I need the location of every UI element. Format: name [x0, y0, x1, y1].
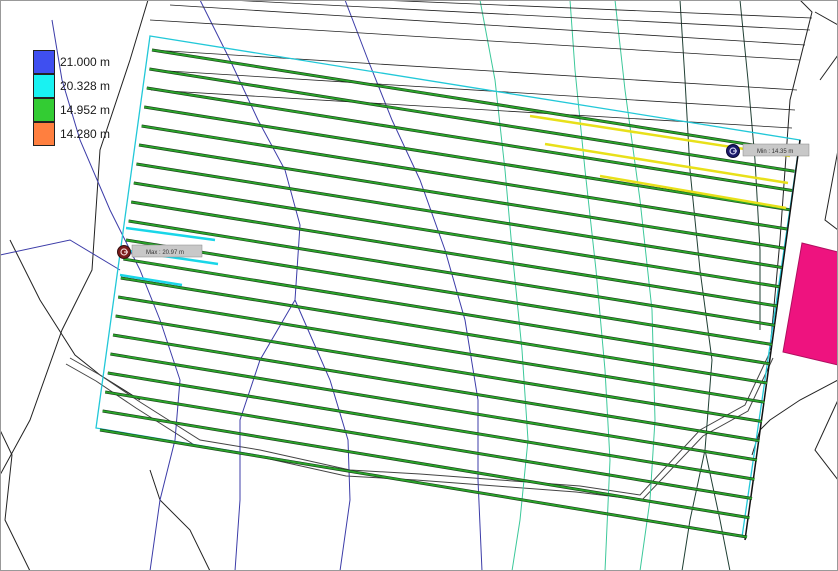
panel-row[interactable]	[120, 277, 768, 384]
parcel-line	[9, 239, 141, 401]
panel-row[interactable]	[151, 49, 798, 153]
parcel-line	[814, 399, 838, 481]
contour-line	[479, 0, 529, 571]
panel-row-high-segment	[125, 226, 216, 242]
legend-label: 14.952 m	[60, 103, 111, 117]
parcel-line	[0, 429, 31, 571]
legend-swatch-14952	[33, 98, 55, 122]
panel-row[interactable]	[123, 258, 770, 365]
panel-row[interactable]	[99, 429, 748, 538]
contour-line	[199, 0, 301, 571]
panel-row[interactable]	[133, 182, 780, 288]
min-elevation-marker[interactable]: Min : 14.35 m	[726, 143, 810, 158]
min-label: Min : 14.35 m	[757, 149, 793, 155]
panel-rows	[99, 48, 798, 539]
parcel-line	[149, 469, 211, 571]
legend-swatch-20328	[33, 74, 55, 98]
parcel-line	[819, 54, 838, 81]
parcel-line	[814, 11, 838, 26]
max-elevation-marker-icon	[117, 245, 131, 259]
panel-row[interactable]	[112, 334, 760, 442]
contour-line	[739, 0, 761, 330]
panel-row[interactable]	[128, 220, 775, 327]
building[interactable]	[782, 242, 838, 366]
upper-field-lines	[149, 0, 813, 129]
panel-row-low-segment	[599, 174, 787, 210]
min-label-box	[742, 143, 810, 157]
panel-row[interactable]	[125, 239, 773, 346]
panel-row[interactable]	[144, 106, 790, 211]
max-label-box	[131, 244, 203, 258]
parcel-line	[751, 379, 838, 456]
panel-row[interactable]	[138, 144, 785, 250]
panel-row-high-segment	[119, 273, 183, 287]
panel-row[interactable]	[118, 296, 765, 404]
contour-line	[0, 239, 121, 271]
panel-row[interactable]	[149, 68, 795, 173]
legend-swatch-21000	[33, 50, 55, 74]
panel-row[interactable]	[146, 87, 793, 192]
max-label: Max : 20.97 m	[146, 250, 184, 256]
panel-row[interactable]	[131, 201, 778, 307]
panel-row-low-segment	[544, 142, 789, 185]
legend-label: 20.328 m	[60, 79, 111, 93]
contour-line	[569, 0, 611, 571]
parcel-line	[769, 0, 813, 351]
parcel-line	[0, 0, 149, 476]
panel-row[interactable]	[110, 353, 758, 461]
array-east-edge	[744, 139, 801, 541]
panel-row[interactable]	[115, 315, 763, 423]
parcel-line	[824, 149, 838, 231]
contour-line	[51, 19, 181, 571]
panel-row[interactable]	[105, 391, 753, 500]
legend-label: 21.000 m	[60, 55, 111, 69]
legend-label: 14.280 m	[60, 127, 111, 141]
min-elevation-marker-icon	[726, 144, 740, 158]
panel-row[interactable]	[136, 163, 783, 269]
max-elevation-marker[interactable]: Max : 20.97 m	[117, 244, 203, 259]
contour-line	[294, 299, 351, 571]
panel-row[interactable]	[141, 125, 788, 230]
legend-swatch-14280	[33, 122, 55, 146]
panel-row[interactable]	[102, 410, 750, 519]
panel-row[interactable]	[107, 372, 755, 481]
